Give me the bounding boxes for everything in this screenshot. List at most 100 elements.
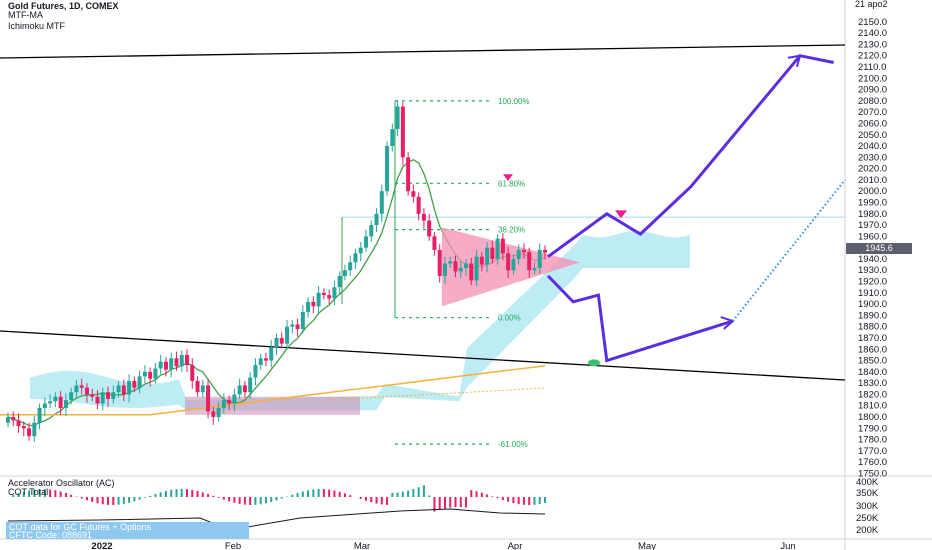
price-tick-label: 1830.0 bbox=[858, 378, 887, 389]
indicator-ichimoku[interactable]: Ichimoku MTF bbox=[8, 21, 66, 31]
cot-info-line2: CFTC Code: 088691 bbox=[9, 530, 93, 540]
price-tick-label: 1760.0 bbox=[858, 457, 887, 468]
price-tick-label: 2010.0 bbox=[858, 175, 887, 186]
candle-body bbox=[527, 252, 532, 271]
candle-body bbox=[253, 365, 258, 378]
candle-body bbox=[442, 263, 447, 276]
candle-body bbox=[200, 385, 205, 393]
candle-body bbox=[53, 396, 58, 402]
price-tick-label: 2000.0 bbox=[858, 186, 887, 197]
candle-body bbox=[227, 400, 232, 404]
ma-orange-line bbox=[0, 364, 546, 416]
price-tick-label: 1870.0 bbox=[858, 333, 887, 344]
candle-body bbox=[479, 256, 484, 265]
candle-body bbox=[206, 385, 211, 412]
candle-body bbox=[221, 400, 226, 408]
price-tick-label: 1970.0 bbox=[858, 220, 887, 231]
price-tick-label: 2050.0 bbox=[858, 130, 887, 141]
candle-body bbox=[69, 392, 74, 401]
candle-body bbox=[474, 256, 479, 281]
buy-marker bbox=[588, 359, 600, 367]
candle-body bbox=[543, 249, 547, 253]
indicator-mtf-ma[interactable]: MTF-MA bbox=[8, 10, 43, 20]
fib-level-label: 61.80% bbox=[498, 179, 525, 188]
candle-body bbox=[390, 129, 395, 147]
candle-body bbox=[42, 403, 47, 408]
candle-body bbox=[290, 324, 295, 327]
candle-body bbox=[395, 106, 400, 130]
price-axis-top-label: 21 apo2 bbox=[855, 0, 888, 9]
price-tick-label: 1850.0 bbox=[858, 356, 887, 367]
cot-info-box: COT data for GC Futures + Options CFTC C… bbox=[6, 522, 249, 539]
candle-body bbox=[537, 249, 542, 268]
oscillator-tick-label: 350K bbox=[856, 488, 879, 499]
price-tick-label: 1990.0 bbox=[858, 197, 887, 208]
candle-body bbox=[437, 249, 442, 276]
candle-body bbox=[379, 191, 384, 214]
candle-body bbox=[327, 295, 332, 299]
oscillator-tick-label: 300K bbox=[856, 501, 879, 512]
price-tick-label: 2030.0 bbox=[858, 152, 887, 163]
upper-trend-line bbox=[0, 44, 846, 59]
candle-body bbox=[269, 347, 274, 361]
lower-trend-line bbox=[0, 330, 846, 381]
candle-body bbox=[432, 236, 437, 250]
price-tick-label: 1960.0 bbox=[858, 231, 887, 242]
candle-body bbox=[490, 247, 495, 259]
candle-body bbox=[385, 146, 390, 192]
price-tick-label: 1790.0 bbox=[858, 423, 887, 434]
oscillator-tick-label: 250K bbox=[856, 513, 879, 524]
candle-body bbox=[169, 358, 174, 370]
candle-body bbox=[427, 220, 432, 237]
time-axis-label: Apr bbox=[508, 541, 523, 550]
price-tick-label: 2070.0 bbox=[858, 107, 887, 118]
oscillator-title[interactable]: Accelerator Oscillator (AC) bbox=[8, 478, 115, 488]
price-tick-label: 1880.0 bbox=[858, 322, 887, 333]
price-tick-label: 1900.0 bbox=[858, 299, 887, 310]
candle-body bbox=[295, 324, 300, 329]
price-tick-label: 1780.0 bbox=[858, 435, 887, 446]
candle-body bbox=[111, 392, 116, 399]
price-tick-label: 1930.0 bbox=[858, 265, 887, 276]
fib-level-label: 38.20% bbox=[498, 226, 525, 235]
candle-body bbox=[84, 387, 89, 395]
candle-body bbox=[332, 287, 337, 299]
candle-body bbox=[500, 238, 505, 254]
candle-body bbox=[163, 361, 168, 370]
candle-body bbox=[369, 225, 374, 237]
oscillator-tick-label: 400K bbox=[856, 477, 879, 488]
candle-body bbox=[127, 380, 132, 395]
sell-marker-2 bbox=[503, 174, 513, 182]
candle-body bbox=[11, 417, 16, 421]
candle-body bbox=[300, 312, 305, 329]
candle-body bbox=[274, 337, 279, 348]
candle-body bbox=[216, 407, 221, 418]
candle-body bbox=[374, 213, 379, 226]
price-tick-label: 1810.0 bbox=[858, 401, 887, 412]
candle-body bbox=[90, 394, 95, 397]
price-tick-label: 1920.0 bbox=[858, 277, 887, 288]
candle-body bbox=[321, 292, 326, 296]
candle-body bbox=[458, 267, 463, 272]
price-tick-label: 1800.0 bbox=[858, 412, 887, 423]
price-tick-label: 1750.0 bbox=[858, 468, 887, 479]
candle-body bbox=[37, 407, 42, 423]
forecast-arrowhead-top bbox=[787, 54, 802, 67]
candle-body bbox=[95, 396, 100, 404]
cot-total-line bbox=[7, 508, 546, 531]
oscillator-bars bbox=[12, 485, 546, 512]
candle-body bbox=[63, 400, 68, 408]
candle-body bbox=[358, 247, 363, 254]
candle-body bbox=[16, 420, 21, 427]
price-tick-label: 1980.0 bbox=[858, 209, 887, 220]
candle-body bbox=[58, 396, 63, 408]
cot-title[interactable]: COT Total bbox=[8, 487, 49, 497]
candle-body bbox=[27, 428, 32, 437]
candle-body bbox=[248, 377, 253, 393]
candle-body bbox=[179, 354, 184, 367]
price-tick-label: 1890.0 bbox=[858, 310, 887, 321]
price-tick-label: 1860.0 bbox=[858, 344, 887, 355]
candle-body bbox=[348, 262, 353, 271]
candle-body bbox=[353, 253, 358, 263]
